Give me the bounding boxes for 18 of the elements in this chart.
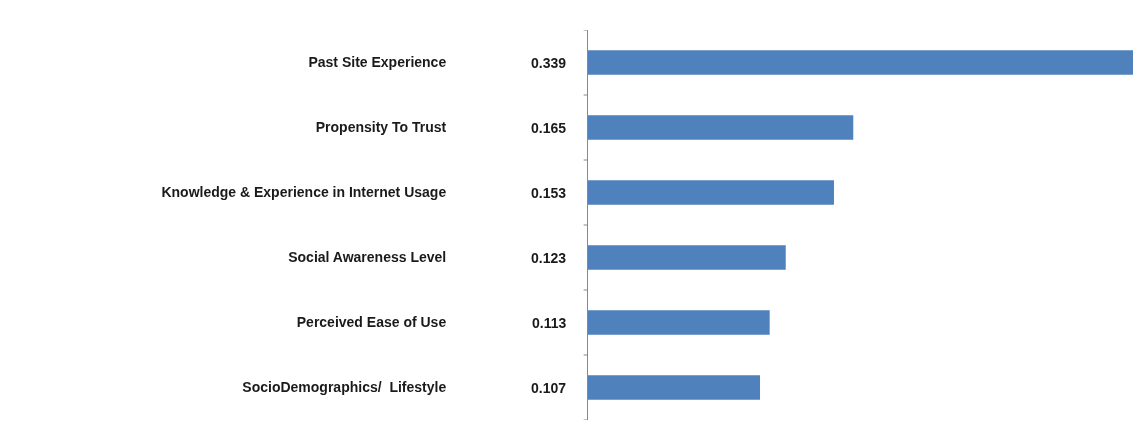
data-label: 0.113 [532,315,567,331]
bar [588,50,1133,75]
bar [588,115,854,140]
data-label: 0.107 [531,380,567,396]
bar [588,310,770,335]
y-tick-label: Knowledge & Experience in Internet Usage [161,184,447,201]
data-label: 0.165 [531,120,567,136]
y-tick-label: SocioDemographics/ Lifestyle [242,379,447,396]
y-tick-label: Propensity To Trust [315,119,447,136]
data-label: 0.123 [531,250,567,266]
y-tick-label: Social Awareness Level [288,249,447,266]
y-tick-label: Past Site Experience [308,54,447,71]
bar [588,375,761,400]
data-label: 0.339 [531,55,567,71]
bar [588,180,834,205]
y-tick-label: Perceived Ease of Use [296,314,447,331]
data-label: 0.153 [531,185,567,201]
bar [588,245,786,270]
